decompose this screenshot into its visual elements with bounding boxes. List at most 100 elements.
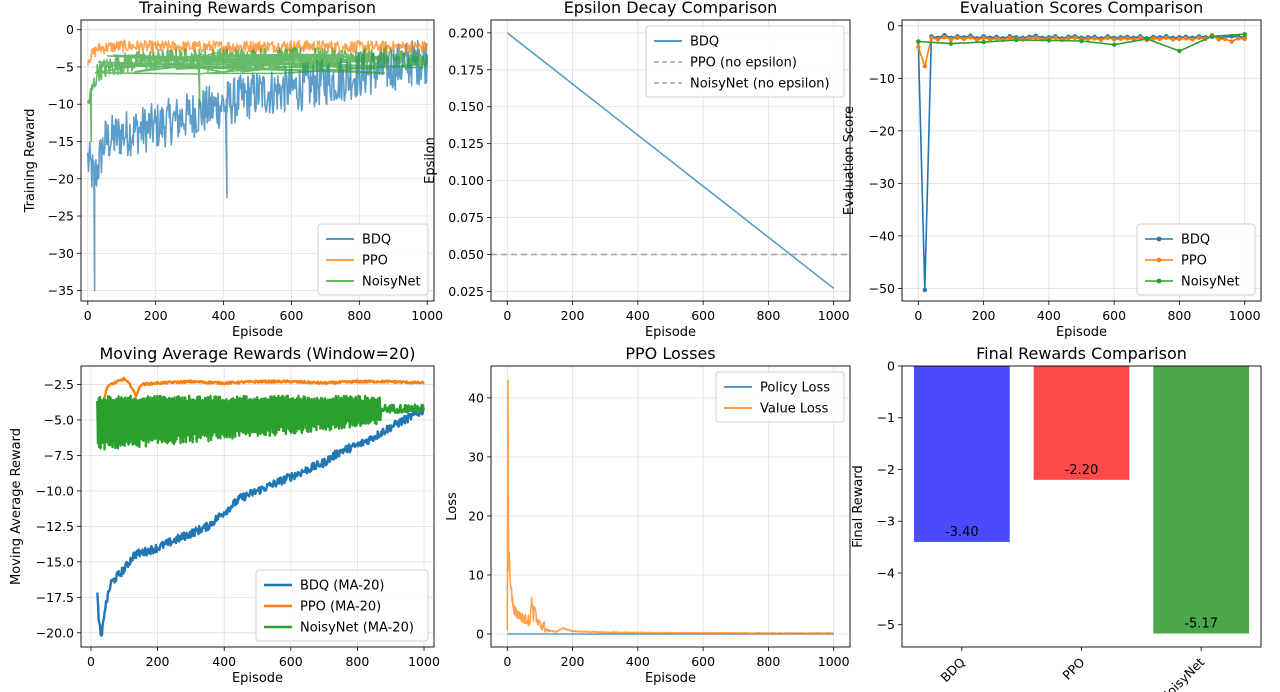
chart-training: 0 200 400 600 800 1000 0 −5 −10 −15 −20 −25 −30 −35 Tr… — [23, 0, 443, 340]
x-tick-label: 1000 — [411, 308, 443, 323]
y-tick-label: −10.0 — [36, 483, 74, 498]
x-tick-label: 200 — [561, 308, 585, 323]
x-tick-label: 0 — [503, 308, 511, 323]
y-tick-label: 0.125 — [448, 136, 484, 151]
x-tick-label: 600 — [691, 654, 715, 669]
x-tick-label: 1000 — [1229, 308, 1261, 323]
data-point — [1053, 35, 1058, 41]
data-point — [974, 37, 980, 43]
bar-value-label: -2.20 — [1065, 463, 1099, 478]
legend: BDQ (MA-20) PPO (MA-20) NoisyNet (MA-20) — [255, 569, 429, 642]
data-point — [922, 64, 928, 69]
data-point — [1144, 36, 1149, 42]
y-axis-label: Training Reward — [23, 109, 38, 214]
chart-title: Training Rewards Comparison — [138, 0, 376, 17]
x-tick-label: 1000 — [818, 308, 850, 323]
plot-area — [87, 39, 428, 292]
data-point — [1085, 36, 1091, 42]
data-point — [1209, 34, 1215, 39]
data-point — [1235, 36, 1241, 41]
data-point — [1066, 36, 1071, 41]
x-tick-label: NoisyNet — [1157, 654, 1208, 692]
bar-value-label: -3.40 — [945, 525, 979, 540]
chart-title: PPO Losses — [625, 344, 715, 363]
data-point — [987, 37, 993, 42]
y-tick-label: −20.0 — [36, 625, 74, 640]
data-point — [1105, 35, 1110, 41]
x-tick-label: 0 — [914, 308, 922, 323]
y-axis-label: Epsilon — [423, 137, 438, 184]
data-point — [968, 35, 973, 40]
x-tick-label: PPO — [1059, 654, 1087, 682]
x-tick-label: 800 — [1167, 308, 1191, 323]
y-tick-label: −10 — [869, 71, 895, 86]
y-tick-label: 0.150 — [448, 99, 484, 114]
chart-title: Epsilon Decay Comparison — [564, 0, 778, 17]
legend-marker — [1156, 236, 1162, 242]
data-point — [1007, 35, 1012, 41]
data-point — [1157, 36, 1163, 42]
y-tick-label: 0 — [887, 359, 895, 374]
y-tick-label: −1 — [877, 410, 895, 425]
data-point — [1177, 36, 1182, 42]
series-line-noisynet-ma-20- — [96, 394, 425, 451]
legend-label: BDQ — [362, 233, 391, 248]
y-tick-label: 0.200 — [448, 25, 484, 40]
data-point — [1242, 36, 1247, 42]
y-tick-label: −2.5 — [44, 377, 74, 392]
data-point — [1177, 48, 1182, 54]
chart-title: Final Rewards Comparison — [976, 344, 1187, 363]
x-tick-label: 800 — [756, 308, 780, 323]
y-tick-label: −25 — [48, 209, 74, 224]
data-point — [1242, 31, 1247, 37]
series-line-value-loss — [506, 379, 835, 635]
chart-title: Evaluation Scores Comparison — [960, 0, 1204, 17]
x-tick-label: 0 — [84, 308, 92, 323]
data-point — [1111, 42, 1117, 47]
x-axis-label: Episode — [232, 325, 283, 340]
data-point — [1046, 38, 1052, 43]
data-point — [981, 35, 986, 41]
data-point — [916, 44, 921, 49]
x-tick-label: 600 — [279, 654, 303, 669]
plot-area — [506, 379, 835, 635]
legend-box — [715, 371, 845, 423]
y-tick-label: −20 — [48, 171, 74, 186]
legend-label: NoisyNet (no epsilon) — [690, 77, 830, 92]
x-tick-label: 600 — [691, 308, 715, 323]
data-point — [1222, 36, 1228, 42]
axes-frame — [490, 19, 851, 302]
data-point — [935, 37, 941, 42]
y-tick-label: 0 — [66, 22, 74, 37]
x-tick-label: BDQ — [938, 654, 969, 685]
data-point — [948, 37, 954, 42]
y-tick-label: −7.5 — [44, 448, 74, 463]
plot-area — [913, 366, 1250, 634]
data-point — [1079, 38, 1084, 44]
data-point — [1196, 35, 1202, 41]
y-tick-label: 0.050 — [448, 247, 484, 262]
y-tick-label: −3 — [877, 514, 895, 529]
legend: BDQ PPO NoisyNet — [317, 223, 429, 296]
chart-epsilon: 0 200 400 600 800 1000 0.200 0.175 0.150 0.125 0.1… — [423, 0, 851, 340]
axes-frame — [901, 365, 1262, 648]
data-point — [916, 39, 921, 44]
axes-frame — [80, 19, 435, 302]
bar-value-label: -5.17 — [1184, 617, 1218, 632]
bar-bdq — [913, 366, 1010, 542]
y-axis-label: Evaluation Score — [842, 106, 857, 215]
x-axis-label: Episode — [645, 325, 696, 340]
y-tick-label: 0.175 — [448, 62, 484, 77]
bar-noisynet — [1153, 366, 1250, 634]
data-point — [1124, 36, 1130, 41]
legend-label: Value Loss — [760, 402, 829, 417]
x-tick-label: 0 — [87, 654, 95, 669]
legend-label: BDQ — [1181, 233, 1210, 248]
x-tick-label: 0 — [503, 654, 511, 669]
grid-lines — [491, 366, 850, 647]
y-tick-label: 10 — [468, 567, 484, 582]
data-point — [1033, 35, 1039, 41]
data-point — [1216, 37, 1221, 42]
legend-box — [645, 25, 845, 98]
